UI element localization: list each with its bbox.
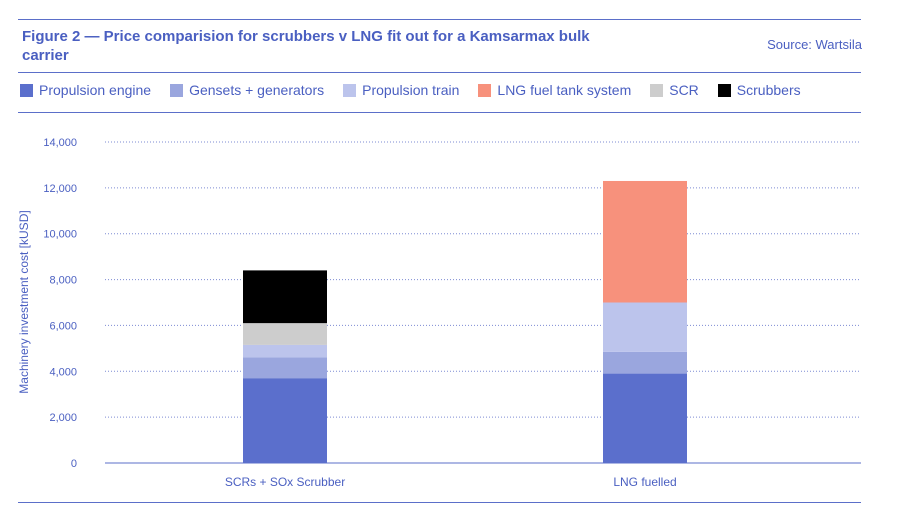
legend-item-propulsion-train: Propulsion train: [343, 82, 459, 98]
legend-label: Propulsion engine: [39, 82, 152, 98]
chart-legend: Propulsion engine Gensets + generators P…: [20, 82, 820, 98]
y-tick-labels: 0 2,000 4,000 6,000 8,000 10,000 12,000 14,000: [43, 137, 77, 470]
bar-segment: [603, 302, 687, 352]
y-tick-label: 8,000: [49, 275, 77, 287]
bar-segment: [603, 180, 687, 303]
top-rule: [18, 19, 861, 20]
y-axis-label: Machinery investment cost [kUSD]: [17, 210, 31, 393]
legend-item-lng-tank: LNG fuel tank system: [478, 82, 631, 98]
y-tick-label: 2,000: [49, 412, 77, 424]
legend-item-gensets: Gensets + generators: [170, 82, 324, 98]
y-tick-label: 14,000: [43, 137, 77, 149]
legend-label: Scrubbers: [736, 82, 801, 98]
title-rule: [18, 72, 861, 73]
bar-segment: [243, 270, 327, 324]
legend-swatch: [170, 83, 184, 97]
legend-swatch: [343, 83, 357, 97]
figure-source: Source: Wartsila: [767, 37, 862, 52]
y-tick-label: 6,000: [49, 320, 77, 332]
bar-segment: [243, 323, 327, 345]
y-tick-label: 0: [71, 458, 77, 470]
category-label: LNG fuelled: [613, 475, 676, 489]
category-label: SCRs + SOx Scrubber: [225, 475, 345, 489]
bar-segment: [243, 357, 327, 379]
bar-segment: [603, 351, 687, 374]
category-labels: SCRs + SOx Scrubber LNG fuelled: [225, 475, 677, 489]
bars: [243, 180, 687, 463]
legend-swatch: [478, 83, 492, 97]
bar-segment: [243, 344, 327, 358]
legend-item-propulsion-engine: Propulsion engine: [20, 82, 151, 98]
legend-swatch: [20, 83, 33, 97]
figure-title: Figure 2 — Price comparision for scrubbe…: [22, 28, 590, 64]
legend-label: Gensets + generators: [189, 82, 325, 98]
legend-item-scrubbers: Scrubbers: [717, 82, 801, 98]
bar-segment: [243, 378, 327, 463]
legend-item-scr: SCR: [650, 82, 699, 98]
legend-label: LNG fuel tank system: [497, 82, 632, 98]
gridlines: [105, 141, 861, 464]
bar-segment: [603, 373, 687, 463]
legend-swatch: [717, 83, 731, 97]
legend-rule: [18, 112, 861, 113]
y-tick-label: 12,000: [43, 183, 77, 195]
legend-label: SCR: [669, 82, 699, 98]
y-tick-label: 10,000: [43, 229, 77, 241]
y-tick-label: 4,000: [49, 366, 77, 378]
legend-label: Propulsion train: [362, 82, 460, 98]
bottom-rule: [18, 502, 861, 503]
legend-swatch: [650, 83, 664, 97]
